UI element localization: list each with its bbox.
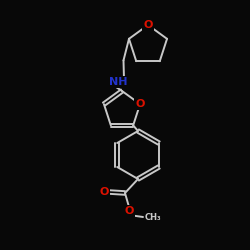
Text: NH: NH — [109, 77, 127, 87]
Text: CH₃: CH₃ — [145, 212, 161, 222]
Text: O: O — [99, 187, 109, 197]
Text: O: O — [136, 99, 145, 109]
Text: O: O — [124, 206, 134, 216]
Text: O: O — [143, 20, 153, 30]
